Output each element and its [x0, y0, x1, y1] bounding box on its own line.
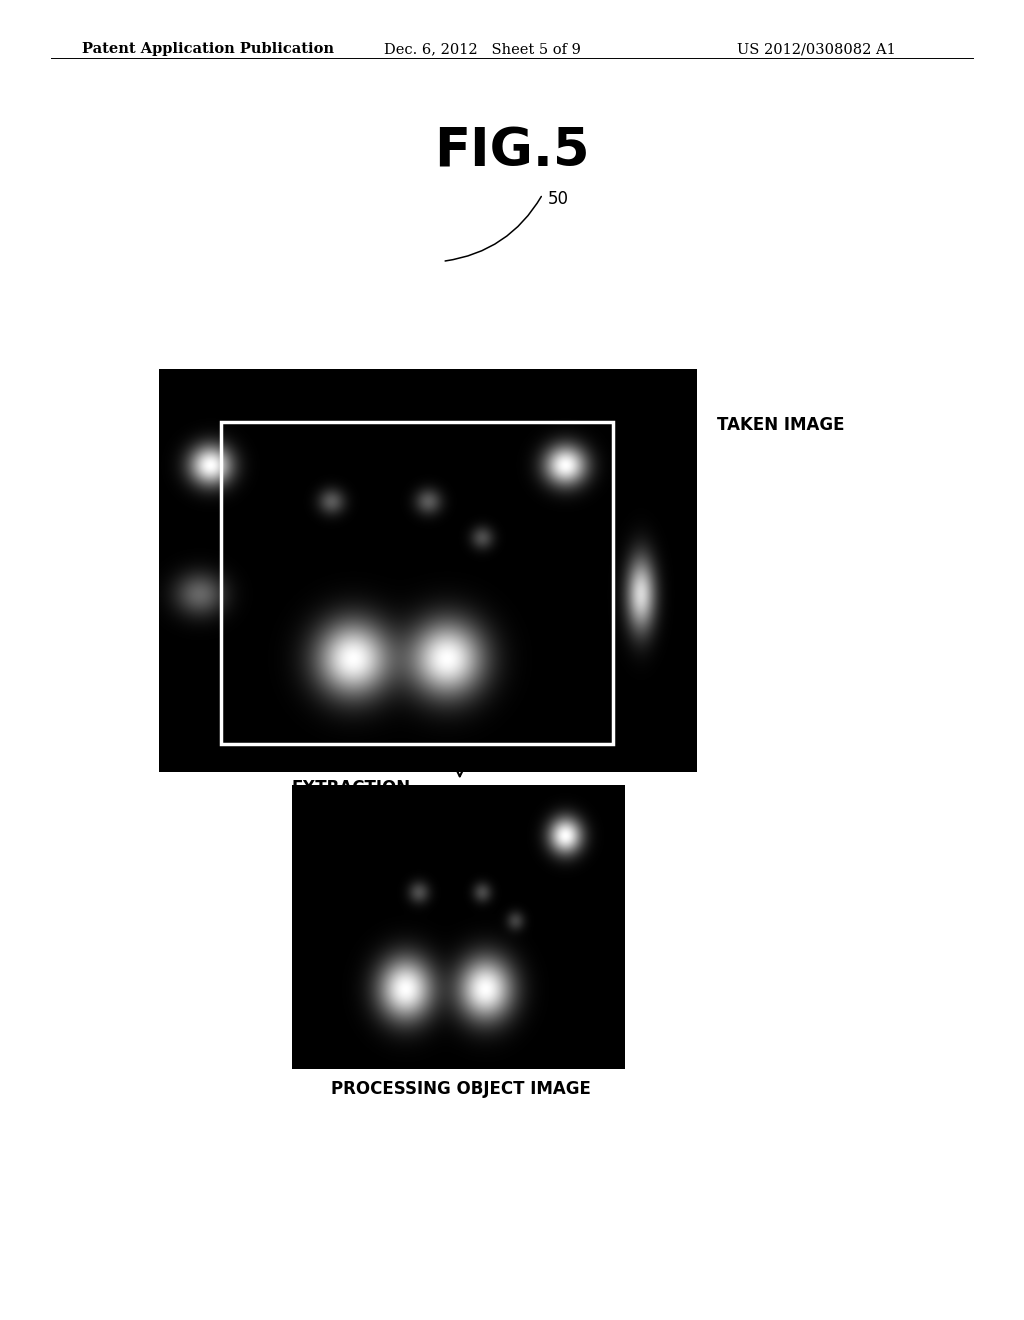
Text: Patent Application Publication: Patent Application Publication [82, 42, 334, 57]
Text: PROCESSING OBJECT IMAGE: PROCESSING OBJECT IMAGE [331, 1080, 591, 1098]
Bar [220, 422, 613, 744]
Text: Dec. 6, 2012   Sheet 5 of 9: Dec. 6, 2012 Sheet 5 of 9 [384, 42, 581, 57]
Text: TAKEN IMAGE: TAKEN IMAGE [717, 416, 845, 434]
Text: 50: 50 [548, 190, 569, 209]
Text: FIG.5: FIG.5 [434, 125, 590, 177]
Text: EXTRACTION: EXTRACTION [292, 779, 411, 797]
Text: US 2012/0308082 A1: US 2012/0308082 A1 [737, 42, 896, 57]
